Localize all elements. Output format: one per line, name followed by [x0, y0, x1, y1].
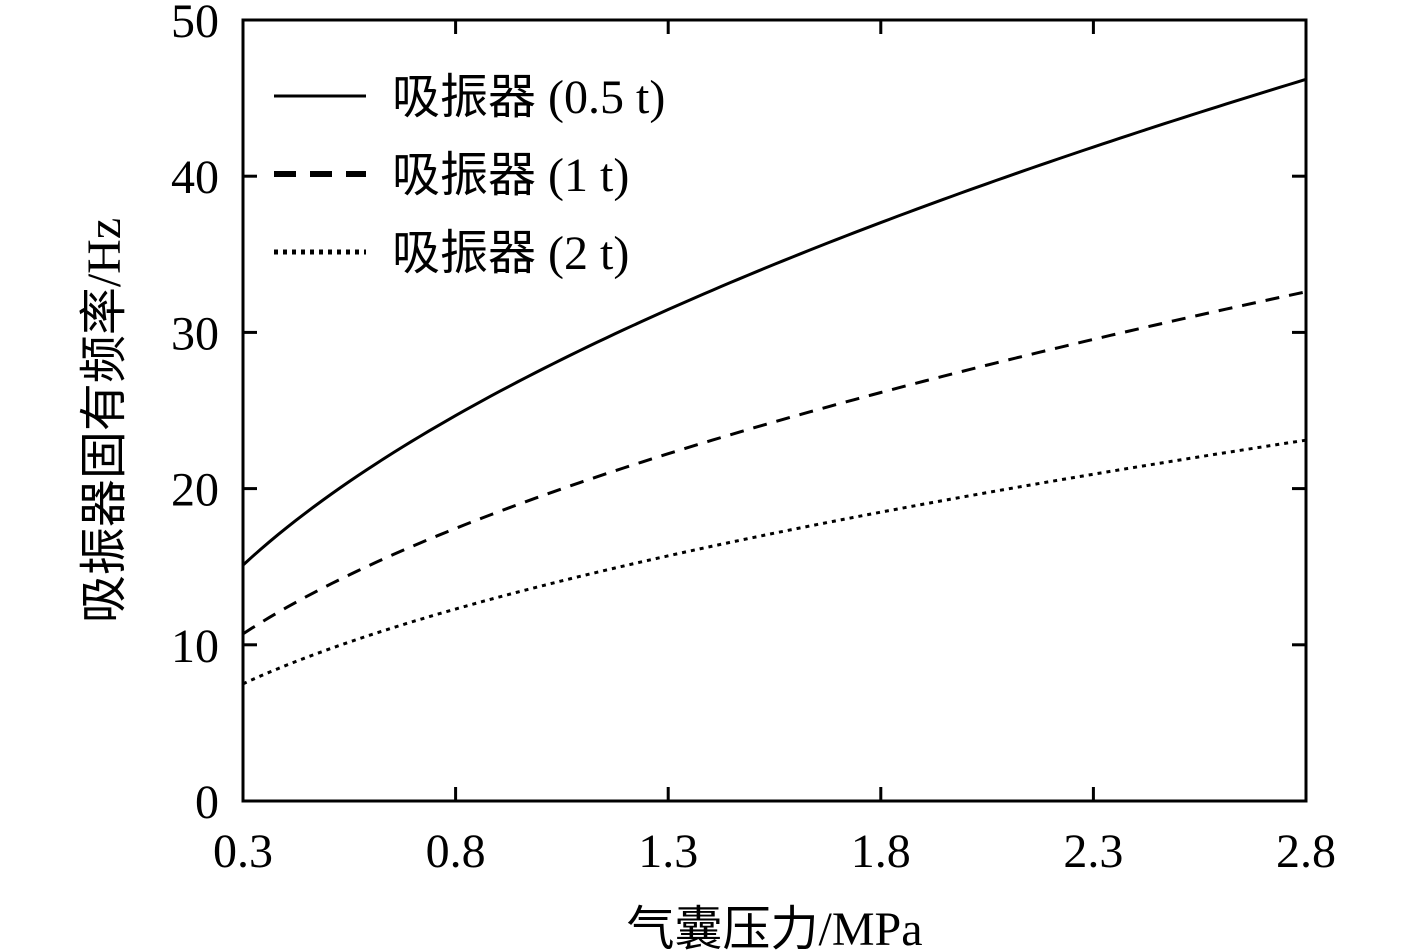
series-line-2 [242, 290, 1307, 636]
y-tick-label: 50 [171, 0, 219, 48]
series-line-1 [241, 77, 1307, 567]
series-layer [241, 77, 1307, 686]
y-tick-label: 30 [171, 307, 219, 360]
x-axis-ticks: 0.3 0.8 1.3 1.8 2.3 2.8 [213, 20, 1336, 878]
y-axis-ticks: 0 10 20 30 40 50 [171, 0, 1306, 829]
x-tick-label: 2.8 [1276, 825, 1336, 878]
plot-frame [241, 18, 1308, 803]
y-axis-label: 吸振器固有频率/Hz [78, 218, 131, 623]
y-tick-label: 40 [171, 151, 219, 204]
x-tick-label: 1.8 [851, 825, 911, 878]
legend-label-3: 吸振器 (2 t) [392, 227, 629, 280]
x-tick-label: 1.3 [638, 825, 698, 878]
series-line-3 [242, 438, 1307, 686]
y-tick-label: 10 [171, 620, 219, 673]
y-tick-label: 20 [171, 464, 219, 517]
y-tick-label: 0 [195, 776, 219, 829]
x-axis-label: 气囊压力/MPa [626, 903, 922, 952]
legend-label-1: 吸振器 (0.5 t) [392, 71, 665, 124]
x-tick-label: 0.3 [213, 825, 273, 878]
x-tick-label: 0.8 [426, 825, 486, 878]
legend: 吸振器 (0.5 t) 吸振器 (1 t) 吸振器 (2 t) [274, 71, 665, 280]
x-tick-label: 2.3 [1063, 825, 1123, 878]
legend-label-2: 吸振器 (1 t) [392, 149, 629, 202]
plot-area [241, 18, 1308, 803]
